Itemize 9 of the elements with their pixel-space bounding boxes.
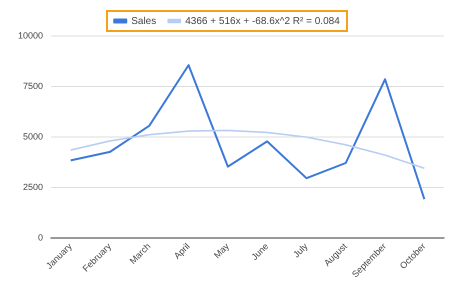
legend-label: Sales — [131, 16, 156, 27]
y-tick-label: 0 — [38, 232, 44, 243]
y-tick-label: 7500 — [22, 81, 44, 92]
y-tick-label: 10000 — [18, 30, 44, 40]
legend-label: 4366 + 516x + -68.6x^2 R² = 0.084 — [185, 16, 340, 27]
y-tick-label: 2500 — [22, 182, 44, 192]
x-tick-label: May — [212, 240, 232, 260]
y-tick-label: 5000 — [22, 132, 44, 142]
x-tick-label: July — [291, 240, 310, 260]
